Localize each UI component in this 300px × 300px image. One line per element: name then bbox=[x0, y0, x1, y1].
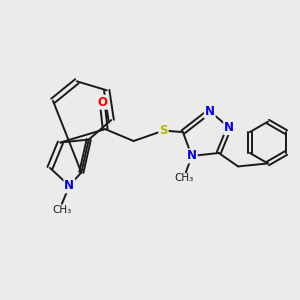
Text: N: N bbox=[187, 149, 197, 163]
Text: S: S bbox=[159, 124, 168, 137]
Text: N: N bbox=[64, 179, 74, 192]
Text: CH₃: CH₃ bbox=[52, 205, 71, 215]
Text: N: N bbox=[205, 105, 215, 118]
Text: N: N bbox=[224, 121, 234, 134]
Text: CH₃: CH₃ bbox=[175, 173, 194, 183]
Text: O: O bbox=[97, 96, 107, 109]
